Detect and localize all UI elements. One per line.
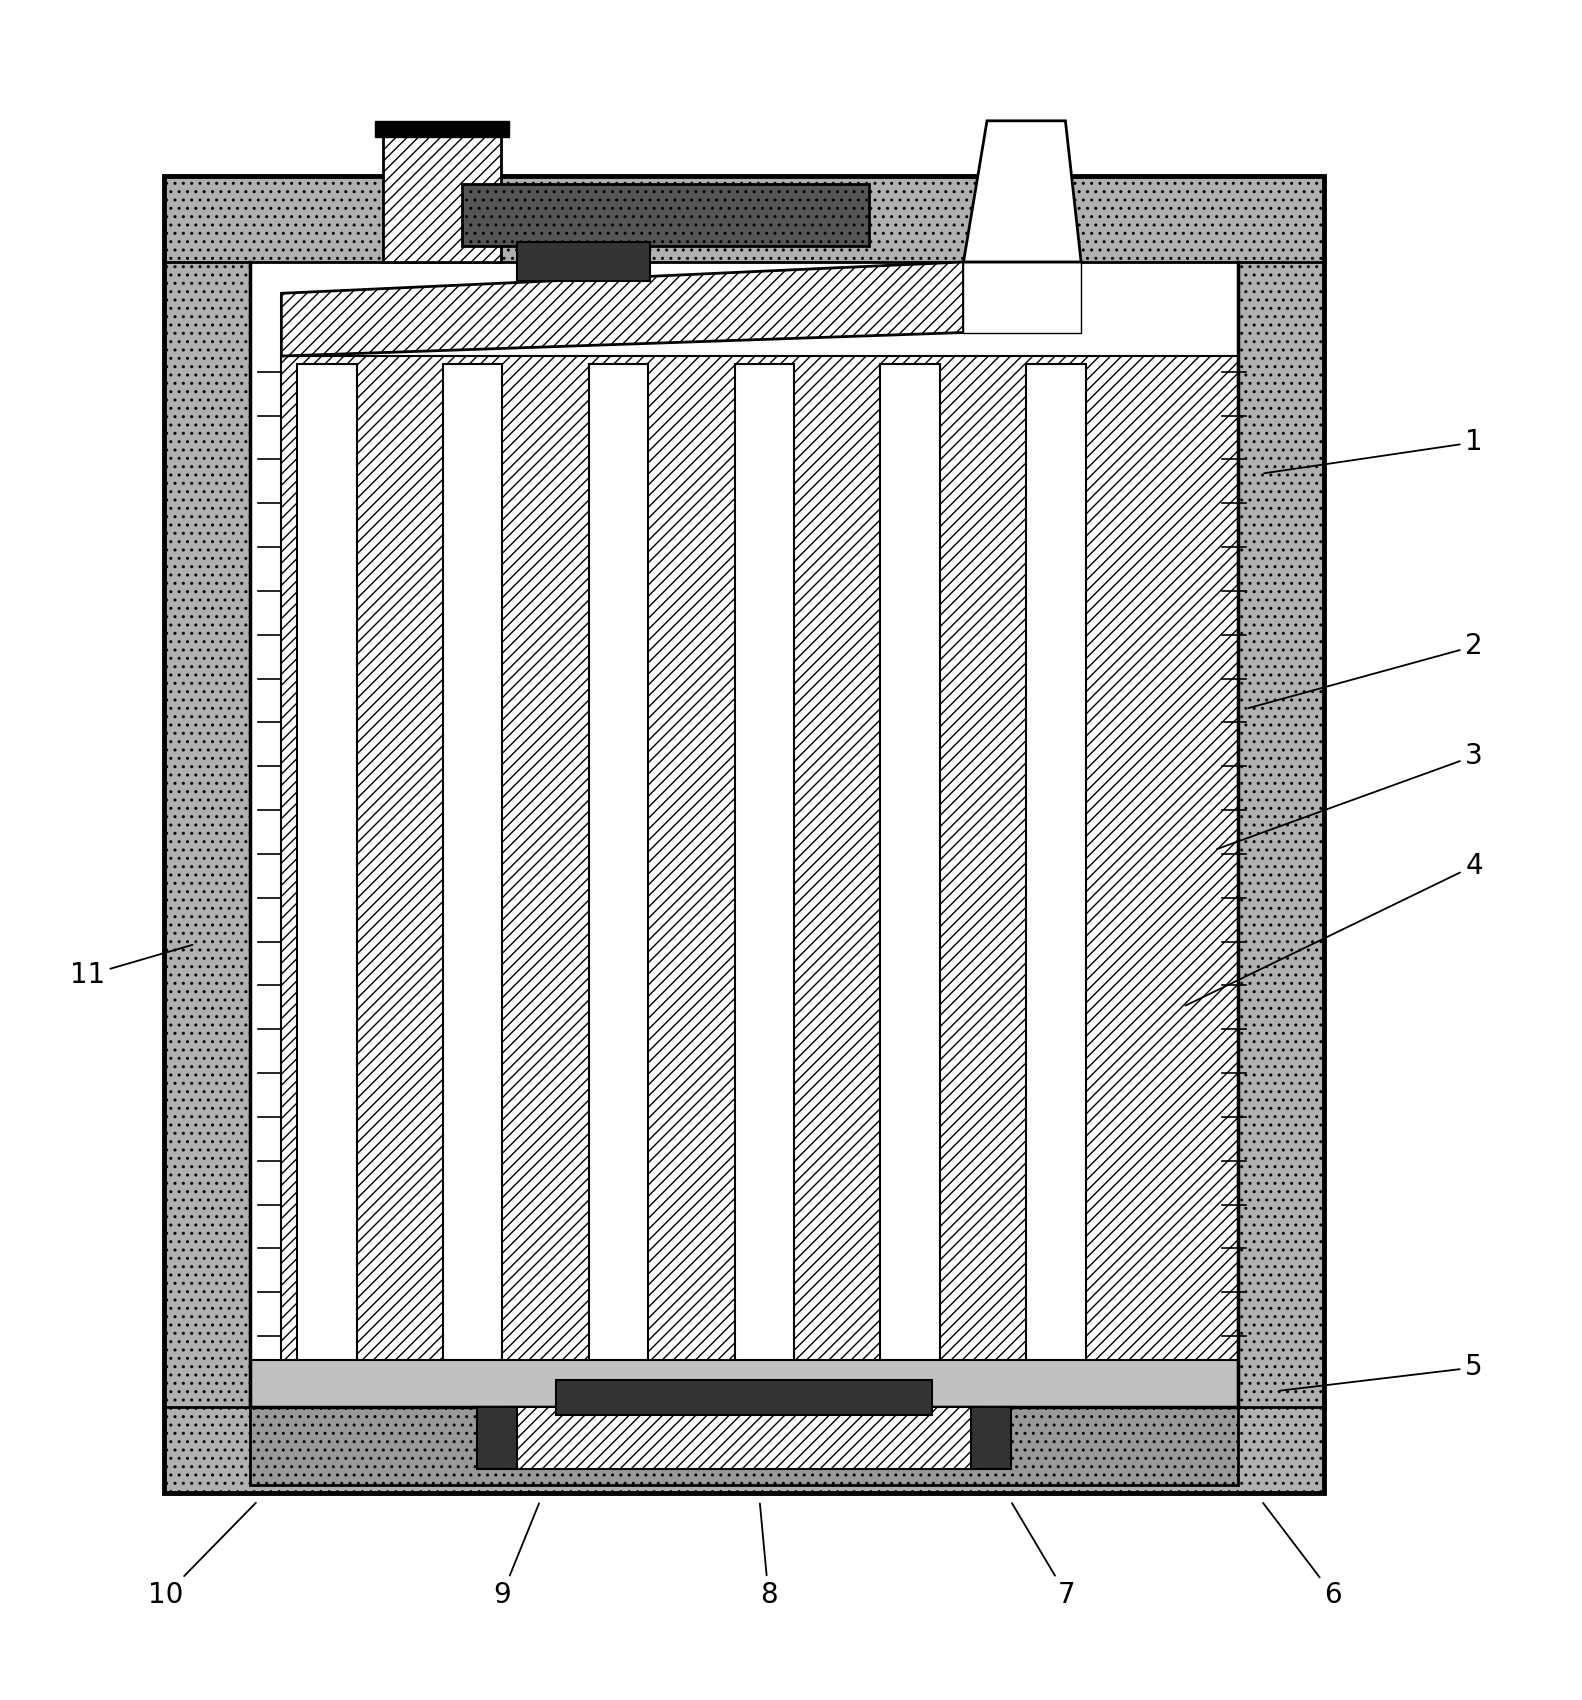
Bar (250, 262, 1237, 1406)
Text: 6: 6 (1262, 1503, 1342, 1608)
Bar (282, 355, 1237, 1406)
Bar (880, 364, 940, 1399)
Text: 11: 11 (70, 945, 193, 989)
Text: 10: 10 (149, 1503, 256, 1608)
Bar (443, 364, 503, 1399)
Bar (250, 1360, 1237, 1406)
Bar (165, 175, 1324, 262)
Polygon shape (282, 262, 963, 355)
Text: 4: 4 (1185, 852, 1482, 1006)
Text: 3: 3 (1217, 741, 1482, 848)
Bar (383, 129, 501, 262)
Polygon shape (963, 121, 1081, 262)
Bar (971, 1406, 1011, 1469)
Bar (478, 1406, 517, 1469)
Bar (1237, 175, 1324, 1493)
Text: 8: 8 (759, 1503, 777, 1608)
Bar (165, 1406, 1324, 1493)
Bar (165, 175, 250, 1493)
Bar (555, 1380, 932, 1414)
Bar (375, 121, 509, 136)
Bar (1027, 364, 1085, 1399)
Bar (297, 364, 356, 1399)
Text: 2: 2 (1248, 632, 1482, 709)
Bar (589, 364, 649, 1399)
Text: 5: 5 (1280, 1353, 1482, 1391)
Polygon shape (963, 262, 1081, 333)
Text: 7: 7 (1012, 1503, 1076, 1608)
Bar (509, 1406, 979, 1469)
Bar (462, 184, 870, 246)
Bar (165, 175, 1324, 1493)
Text: 9: 9 (494, 1503, 539, 1608)
Bar (517, 241, 650, 280)
Bar (250, 1406, 1237, 1486)
Text: 1: 1 (1264, 428, 1482, 473)
Bar (734, 364, 794, 1399)
